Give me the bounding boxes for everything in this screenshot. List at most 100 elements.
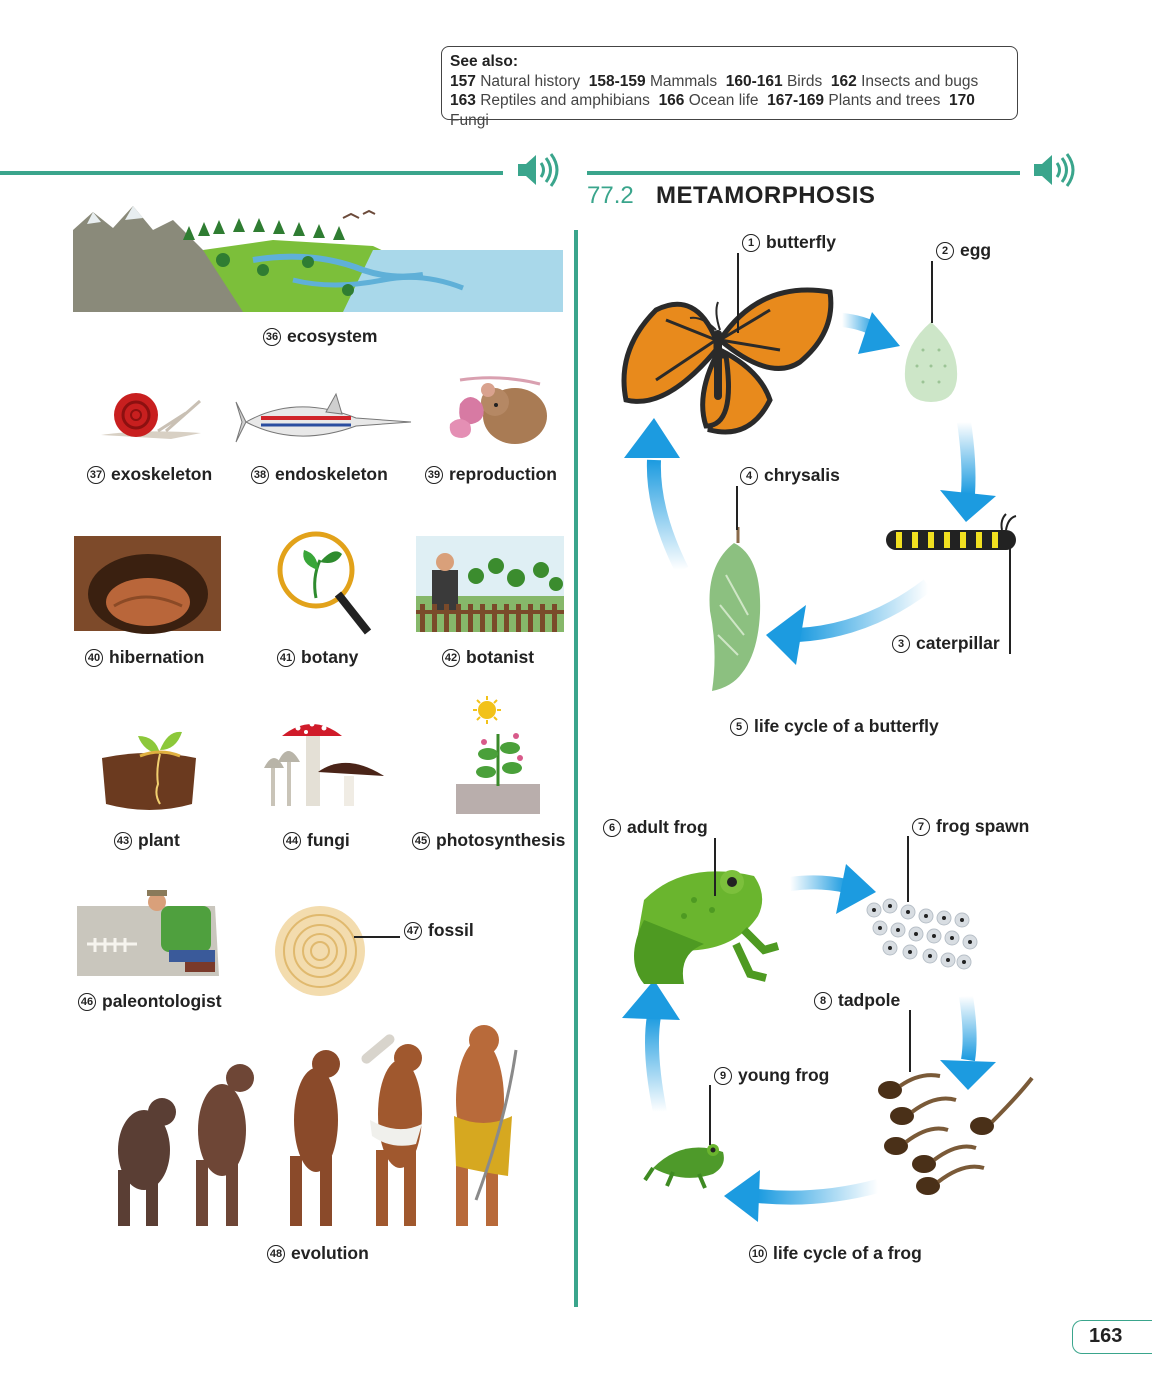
speaker-icon[interactable] xyxy=(516,152,560,188)
item-label: young frog xyxy=(738,1065,830,1085)
chrysalis-illustration xyxy=(709,527,761,691)
label-fossil: 47 fossil xyxy=(404,920,474,941)
young-frog-illustration xyxy=(643,1144,724,1189)
item-number: 1 xyxy=(742,233,760,252)
ref-num[interactable]: 157 xyxy=(450,72,476,90)
ref-text[interactable]: Birds xyxy=(786,72,823,90)
adult-frog-leader-line xyxy=(714,838,716,896)
caterpillar-leader-line xyxy=(1009,540,1011,654)
item-number: 41 xyxy=(277,648,295,667)
page-number: 163 xyxy=(1072,1320,1152,1354)
tadpole-leader-line xyxy=(909,1010,911,1072)
fossil-leader-line xyxy=(354,936,400,938)
ref-text[interactable]: Plants and trees xyxy=(828,92,941,109)
egg-illustration xyxy=(904,322,958,402)
item-label: life cycle of a butterfly xyxy=(754,716,939,736)
item-number: 5 xyxy=(730,717,748,736)
item-label: paleontologist xyxy=(102,991,222,1011)
item-number: 36 xyxy=(263,327,281,346)
mushrooms-illustration xyxy=(264,721,384,806)
ref-text[interactable]: Insects and bugs xyxy=(861,72,979,90)
ref-num[interactable]: 166 xyxy=(658,92,685,109)
label-fungi: 44 fungi xyxy=(283,830,350,851)
item-number: 7 xyxy=(912,817,930,836)
item-label: frog spawn xyxy=(936,816,1030,836)
item-number: 8 xyxy=(814,991,832,1010)
item-number: 42 xyxy=(442,648,460,667)
ref-num[interactable]: 167-169 xyxy=(767,92,825,109)
left-header-rule xyxy=(0,171,503,175)
swordfish-illustration xyxy=(235,392,412,443)
item-label: butterfly xyxy=(766,232,836,252)
caterpillar-illustration xyxy=(886,513,1017,550)
label-endoskeleton: 38 endoskeleton xyxy=(251,464,388,485)
ref-text[interactable]: Fungi xyxy=(450,111,489,129)
label-caterpillar: 3 caterpillar xyxy=(892,633,1000,654)
label-ecosystem: 36 ecosystem xyxy=(263,326,377,347)
item-number: 2 xyxy=(936,241,954,260)
speaker-icon[interactable] xyxy=(1032,152,1076,188)
item-number: 6 xyxy=(603,818,621,837)
photosynthesis-illustration xyxy=(456,696,540,814)
ref-num[interactable]: 170 xyxy=(949,92,975,109)
label-evolution: 48 evolution xyxy=(267,1243,369,1264)
item-label: chrysalis xyxy=(764,465,840,485)
ref-text[interactable]: Natural history xyxy=(480,72,581,90)
label-life-cycle-butterfly: 5 life cycle of a butterfly xyxy=(730,716,939,737)
label-chrysalis: 4 chrysalis xyxy=(740,465,840,486)
item-number: 47 xyxy=(404,921,422,940)
column-divider xyxy=(574,230,578,1307)
plant-sprout-illustration xyxy=(102,731,196,810)
label-exoskeleton: 37 exoskeleton xyxy=(87,464,212,485)
item-label: life cycle of a frog xyxy=(773,1243,922,1263)
frog-spawn-leader-line xyxy=(907,836,909,902)
right-header-rule xyxy=(587,171,1020,175)
label-paleontologist: 46 paleontologist xyxy=(78,991,222,1012)
item-number: 9 xyxy=(714,1066,732,1085)
young-frog-leader-line xyxy=(709,1085,711,1145)
item-label: egg xyxy=(960,240,992,260)
frog-spawn-illustration xyxy=(866,898,978,970)
see-also-line-1: 157 Natural history 158-159 Mammals 160-… xyxy=(450,72,1009,92)
item-number: 38 xyxy=(251,465,269,484)
ref-text[interactable]: Ocean life xyxy=(688,92,759,109)
hibernation-illustration xyxy=(74,536,221,634)
item-label: botany xyxy=(301,647,359,667)
label-young-frog: 9 young frog xyxy=(714,1065,829,1086)
ref-num[interactable]: 158-159 xyxy=(588,72,646,90)
item-number: 46 xyxy=(78,992,96,1011)
paleontologist-illustration xyxy=(77,890,219,976)
egg-leader-line xyxy=(931,261,933,323)
human-evolution-illustration xyxy=(118,1025,518,1226)
item-label: endoskeleton xyxy=(275,464,388,484)
ref-text[interactable]: Reptiles and amphibians xyxy=(480,92,650,109)
item-label: fungi xyxy=(307,830,350,850)
ref-num[interactable]: 162 xyxy=(830,72,857,90)
butterfly-illustration xyxy=(621,287,834,435)
label-botany: 41 botany xyxy=(277,647,358,668)
label-frog-spawn: 7 frog spawn xyxy=(912,816,1029,837)
item-number: 37 xyxy=(87,465,105,484)
chrysalis-leader-line xyxy=(736,486,738,530)
label-plant: 43 plant xyxy=(114,830,180,851)
item-label: reproduction xyxy=(449,464,557,484)
ref-text[interactable]: Mammals xyxy=(649,72,718,90)
ammonite-fossil-illustration xyxy=(275,906,365,996)
see-also-box: See also: 157 Natural history 158-159 Ma… xyxy=(441,46,1018,129)
item-number: 44 xyxy=(283,831,301,850)
section-title: METAMORPHOSIS xyxy=(656,182,876,209)
label-egg: 2 egg xyxy=(936,240,991,261)
item-label: evolution xyxy=(291,1243,369,1263)
label-reproduction: 39 reproduction xyxy=(425,464,557,485)
label-botanist: 42 botanist xyxy=(442,647,534,668)
tadpoles-illustration xyxy=(878,1073,1034,1195)
see-also-line-2: 163 Reptiles and amphibians 166 Ocean li… xyxy=(450,91,1009,130)
botany-magnifier-illustration xyxy=(277,531,372,635)
item-label: botanist xyxy=(466,647,535,667)
botanist-illustration xyxy=(416,536,564,632)
snail-illustration xyxy=(101,393,201,439)
item-label: exoskeleton xyxy=(111,464,213,484)
ref-num[interactable]: 163 xyxy=(450,92,476,109)
ref-num[interactable]: 160-161 xyxy=(725,72,783,90)
item-label: fossil xyxy=(428,920,474,940)
